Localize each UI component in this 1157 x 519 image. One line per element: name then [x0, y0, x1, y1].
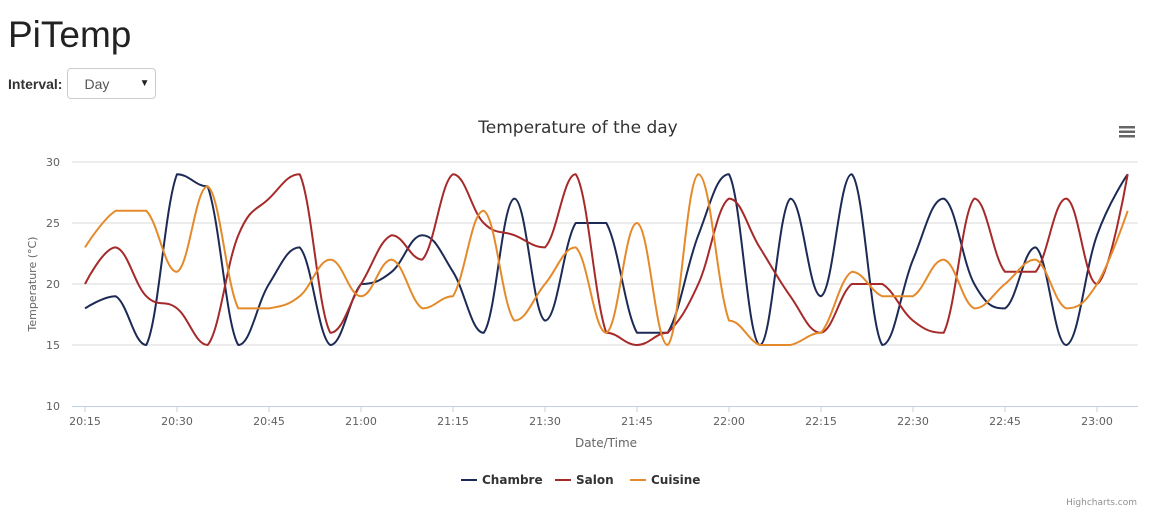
interval-control: Interval: Day ▼: [8, 67, 157, 100]
legend-item-chambre[interactable]: Chambre: [461, 473, 543, 487]
x-tick-label: 21:15: [437, 415, 469, 428]
chevron-down-icon: ▼: [139, 78, 150, 89]
legend-label: Salon: [576, 473, 614, 487]
x-tick-label: 22:30: [897, 415, 929, 428]
app-title: PiTemp: [8, 14, 132, 55]
legend-item-cuisine[interactable]: Cuisine: [630, 473, 700, 487]
y-axis-title: Temperature (°C): [26, 237, 39, 333]
x-tick-label: 21:00: [345, 415, 377, 428]
chart-title: Temperature of the day: [477, 118, 677, 138]
x-tick-label: 20:45: [253, 415, 285, 428]
y-tick-label: 10: [46, 400, 60, 413]
series-line-cuisine[interactable]: [84, 173, 1129, 346]
x-tick-label: 22:00: [713, 415, 745, 428]
x-tick-label: 21:45: [621, 415, 653, 428]
legend-label: Cuisine: [651, 473, 700, 487]
x-axis-title: Date/Time: [575, 436, 637, 450]
legend-label: Chambre: [482, 473, 543, 487]
x-tick-label: 22:15: [805, 415, 837, 428]
x-tick-label: 20:30: [161, 415, 193, 428]
chart-credits[interactable]: Highcharts.com: [1066, 498, 1137, 508]
chart-legend: Chambre Salon Cuisine: [461, 473, 700, 487]
y-tick-label: 15: [46, 339, 60, 352]
series-line-chambre[interactable]: [84, 173, 1129, 346]
interval-selected-value: Day: [84, 76, 110, 92]
y-tick-label: 20: [46, 278, 60, 291]
interval-select[interactable]: Day ▼: [67, 68, 157, 99]
x-tick-label: 20:15: [69, 415, 101, 428]
interval-label: Interval:: [8, 75, 63, 92]
y-tick-label: 30: [46, 156, 60, 169]
hamburger-menu-icon[interactable]: [1116, 120, 1138, 140]
x-tick-label: 23:00: [1081, 415, 1113, 428]
x-tick-label: 21:30: [529, 415, 561, 428]
x-tick-label: 22:45: [989, 415, 1021, 428]
legend-item-salon[interactable]: Salon: [555, 473, 614, 487]
series-line-salon[interactable]: [84, 173, 1129, 346]
y-tick-label: 25: [46, 217, 60, 230]
